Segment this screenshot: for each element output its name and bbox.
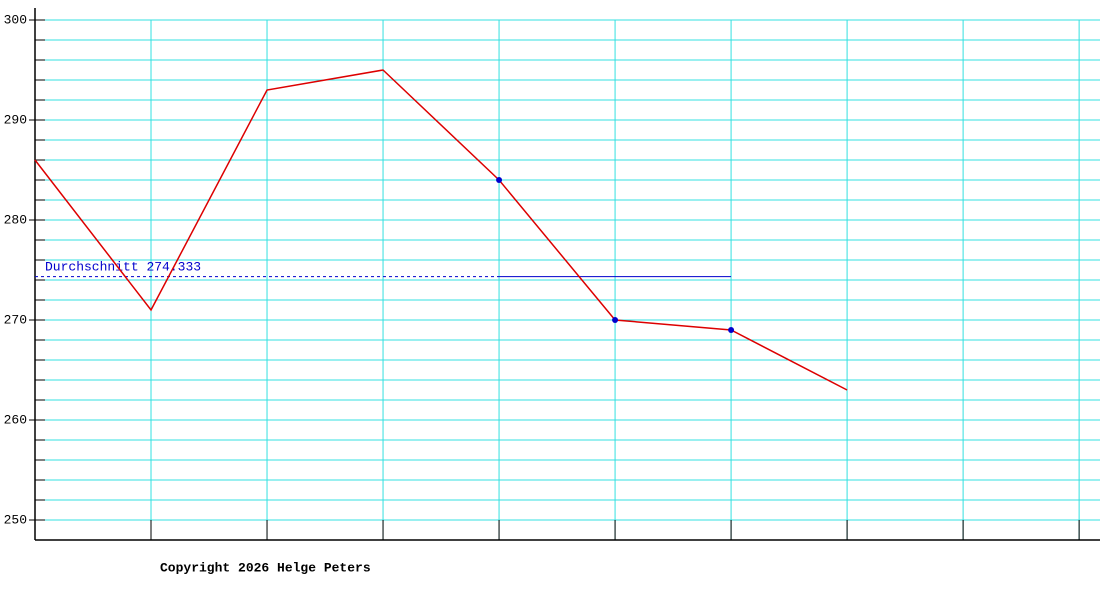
y-tick-label: 280 [4, 212, 27, 227]
y-tick-label: 290 [4, 112, 27, 127]
y-tick-label: 270 [4, 312, 27, 327]
y-tick-label: 250 [4, 512, 27, 527]
data-point [728, 327, 735, 333]
y-tick-label: 260 [4, 412, 27, 427]
average-label-text: Durchschnitt [45, 260, 139, 275]
footer: Copyright 2026 Helge Peters [160, 560, 371, 575]
data-point [612, 317, 619, 323]
data-line [34, 69, 848, 391]
data-point [496, 177, 503, 183]
y-tick-label: 300 [4, 12, 27, 27]
